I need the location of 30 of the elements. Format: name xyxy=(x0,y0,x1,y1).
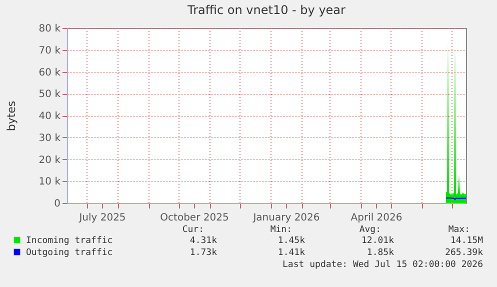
text: Min: xyxy=(270,225,292,235)
x-tick-label: October 2025 xyxy=(160,212,229,224)
text: Last update: Wed Jul 15 02:00:00 2026 xyxy=(282,260,483,270)
text: 1.73k xyxy=(190,248,218,258)
text: Cur: xyxy=(182,225,204,235)
x-tick-label: April 2026 xyxy=(350,212,402,224)
x-tick-label: July 2025 xyxy=(78,212,126,224)
text: 1.45k xyxy=(278,236,306,246)
y-tick-label: 0 xyxy=(54,198,60,210)
text: 1.41k xyxy=(278,248,306,258)
legend-label: Incoming traffic xyxy=(26,236,113,246)
text: Avg: xyxy=(359,225,381,235)
legend-label: Outgoing traffic xyxy=(26,248,113,258)
chart-title: Traffic on vnet10 - by year xyxy=(186,3,346,17)
y-tick-label: 70 k xyxy=(38,45,61,56)
text: 4.31k xyxy=(190,236,218,246)
y-tick-label: 50 k xyxy=(38,89,61,100)
y-axis-title: bytes xyxy=(4,100,18,132)
text: 12.01k xyxy=(361,236,395,246)
y-tick-label: 60 k xyxy=(38,67,61,78)
text: 14.15M xyxy=(450,236,484,246)
x-tick-label: January 2026 xyxy=(252,212,320,224)
y-tick-label: 20 k xyxy=(38,154,61,166)
text: 265.39k xyxy=(445,248,484,258)
y-tick-label: 80 k xyxy=(38,24,61,34)
y-tick-label: 10 k xyxy=(38,176,61,188)
y-tick-label: 40 k xyxy=(38,111,61,122)
y-tick-label: 30 k xyxy=(38,132,61,144)
text: 1.85k xyxy=(366,248,395,258)
text: Max: xyxy=(448,225,470,235)
